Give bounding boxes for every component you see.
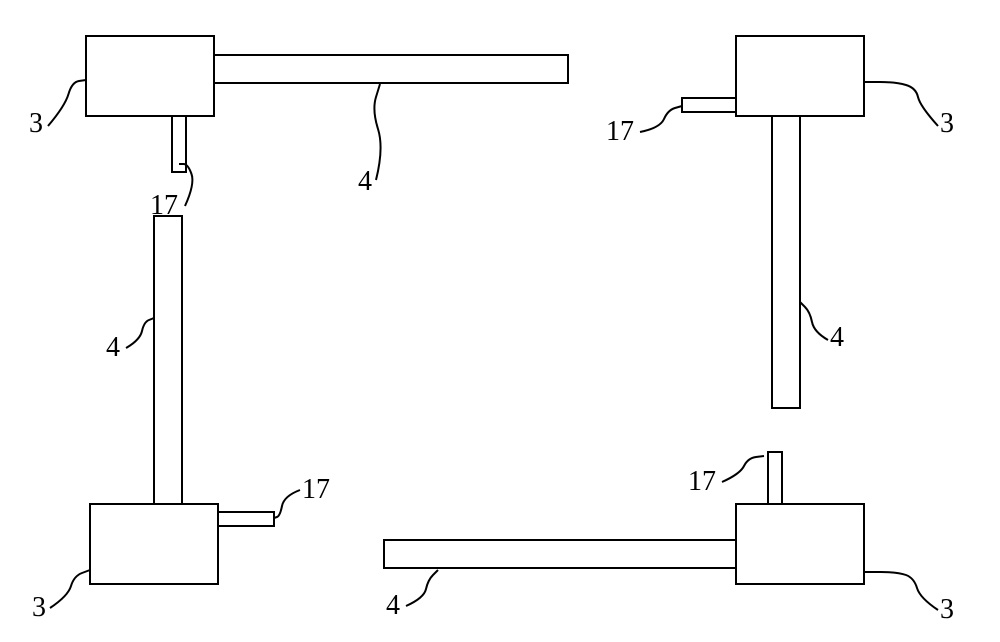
label-3: 3 [29,108,43,139]
label-4: 4 [386,590,400,621]
label-3: 3 [940,594,954,625]
label-4: 4 [106,332,120,363]
diagram-canvas: 3174317431743174 [0,0,1000,642]
label-3: 3 [940,108,954,139]
label-17: 17 [302,474,330,505]
label-17: 17 [688,466,716,497]
label-3: 3 [32,592,46,623]
label-4: 4 [358,166,372,197]
label-4: 4 [830,322,844,353]
label-17: 17 [606,116,634,147]
